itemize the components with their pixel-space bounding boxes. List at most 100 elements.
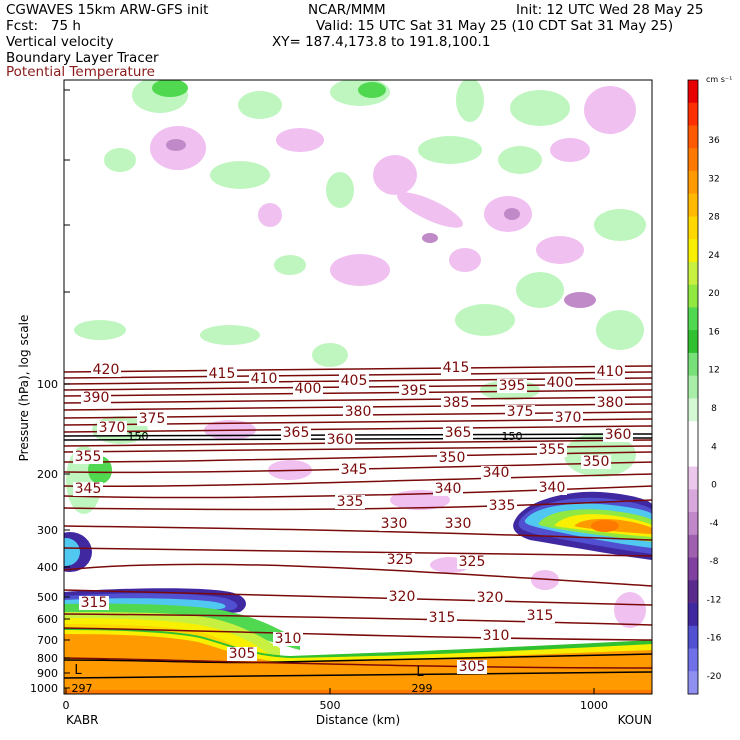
theta-label-bg — [97, 421, 127, 435]
colorbar-tick-label: -20 — [707, 672, 722, 682]
colorbar-tick-label: 4 — [711, 442, 717, 452]
theta-label: 385 — [443, 395, 470, 411]
header-valid-time: Valid: 15 UTC Sat 31 May 25 (10 CDT Sat … — [316, 18, 674, 34]
theta-label: 395 — [499, 378, 526, 394]
colorbar-swatch — [688, 102, 698, 126]
theta-label: 330 — [381, 516, 408, 532]
colorbar-swatch — [688, 580, 698, 604]
colorbar-swatch — [688, 170, 698, 195]
header-init-time: Init: 12 UTC Wed 28 May 25 — [516, 2, 704, 18]
tracer-contour-label: 299 — [412, 682, 433, 695]
colorbar-swatch — [688, 466, 698, 490]
theta-label-bg — [553, 411, 583, 425]
theta-label-bg — [525, 609, 555, 623]
colorbar-swatch — [688, 261, 698, 286]
colorbar-swatch — [688, 557, 698, 581]
colorbar-tick-label: -4 — [710, 519, 719, 529]
theta-label: 400 — [547, 375, 574, 391]
endpoint-right-label: KOUN — [618, 713, 652, 727]
theta-label: 380 — [345, 404, 372, 420]
colorbar: 36 32 28 24 20 16 12 8 4 0 -4 -8 -12 -16 -20 — [687, 79, 722, 695]
theta-label-bg — [339, 374, 369, 388]
theta-label-bg — [581, 455, 611, 469]
theta-label-bg — [385, 553, 415, 567]
colorbar-swatch — [688, 489, 698, 513]
colorbar-swatch — [688, 284, 698, 308]
y-tick-label: 400 — [37, 561, 58, 574]
y-axis-label: Pressure (hPa), log scale — [17, 315, 31, 462]
theta-label: 375 — [507, 404, 534, 420]
theta-label-bg — [457, 660, 487, 674]
theta-label: 375 — [139, 411, 166, 427]
theta-label: 400 — [295, 381, 322, 397]
theta-label-bg — [441, 361, 471, 375]
theta-label-bg — [487, 499, 517, 513]
x-tick-label: 500 — [320, 699, 341, 712]
colorbar-swatch — [688, 603, 698, 627]
theta-label: 355 — [75, 449, 102, 465]
theta-label-bg — [325, 433, 355, 447]
theta-label: 410 — [251, 371, 278, 387]
x-tick-label: 0 — [63, 699, 70, 712]
theta-label: 305 — [459, 659, 486, 675]
theta-label: 415 — [209, 366, 236, 382]
theta-label: 380 — [597, 395, 624, 411]
colorbar-tick-label: 32 — [708, 174, 719, 184]
y-tick-label: 300 — [37, 524, 58, 537]
theta-label: 330 — [445, 516, 472, 532]
y-tick-label: 900 — [37, 667, 58, 680]
theta-label: 345 — [75, 481, 102, 497]
theta-label: 395 — [401, 383, 428, 399]
theta-label-bg — [443, 426, 473, 440]
plot-frame — [63, 79, 653, 695]
endpoint-left-label: KABR — [66, 713, 98, 727]
theta-label: 350 — [439, 450, 466, 466]
theta-label-bg — [475, 591, 505, 605]
theta-label-bg — [603, 428, 633, 442]
theta-label: 365 — [283, 425, 310, 441]
theta-label-bg — [457, 555, 487, 569]
tracer-contour-label: 150 — [128, 430, 149, 443]
theta-label: 405 — [341, 373, 368, 389]
theta-label: 360 — [605, 427, 632, 443]
colorbar-tick-label: -16 — [707, 634, 722, 644]
theta-label-bg — [437, 451, 467, 465]
colorbar-swatch — [688, 398, 698, 422]
theta-label-bg — [73, 450, 103, 464]
theta-label: 390 — [83, 390, 110, 406]
theta-label: 320 — [389, 589, 416, 605]
theta-label-bg — [81, 391, 111, 405]
theta-label-bg — [545, 376, 575, 390]
colorbar-tick-label: 36 — [708, 136, 720, 146]
theta-label: 345 — [341, 462, 368, 478]
colorbar-swatch — [688, 625, 698, 650]
y-tick-label: 1000 — [30, 682, 58, 695]
theta-label: 360 — [327, 432, 354, 448]
colorbar-swatch — [688, 148, 698, 172]
tracer-contour-label: 150 — [502, 430, 523, 443]
colorbar-swatch — [688, 330, 698, 354]
colorbar-tick-label: 24 — [708, 251, 720, 261]
theta-label-bg — [293, 382, 323, 396]
colorbar-swatch — [688, 125, 698, 149]
tracer-contour-label: 297 — [72, 682, 93, 695]
colorbar-tick-label: 28 — [708, 213, 720, 223]
header-cross-section-coords: XY= 187.4,173.8 to 191.8,100.1 — [272, 34, 491, 50]
theta-label-bg — [537, 481, 567, 495]
y-tick-label: 600 — [37, 613, 58, 626]
theta-label-bg — [91, 363, 121, 377]
colorbar-swatch — [688, 375, 698, 399]
colorbar-tick-label: 0 — [711, 481, 717, 491]
theta-label-bg — [343, 405, 373, 419]
x-axis-ticks: 0 500 1000 — [63, 688, 608, 712]
theta-label-bg — [137, 412, 167, 426]
theta-label-bg — [79, 596, 109, 610]
colorbar-tick-label: -12 — [707, 595, 722, 605]
theta-label-bg — [443, 517, 473, 531]
header-center: NCAR/MMM — [308, 2, 386, 18]
x-tick-label: 1000 — [580, 699, 608, 712]
colorbar-unit: cm s⁻¹ — [706, 75, 732, 84]
theta-label-bg — [273, 632, 303, 646]
colorbar-swatch — [688, 512, 698, 536]
theta-label-bg — [339, 463, 369, 477]
